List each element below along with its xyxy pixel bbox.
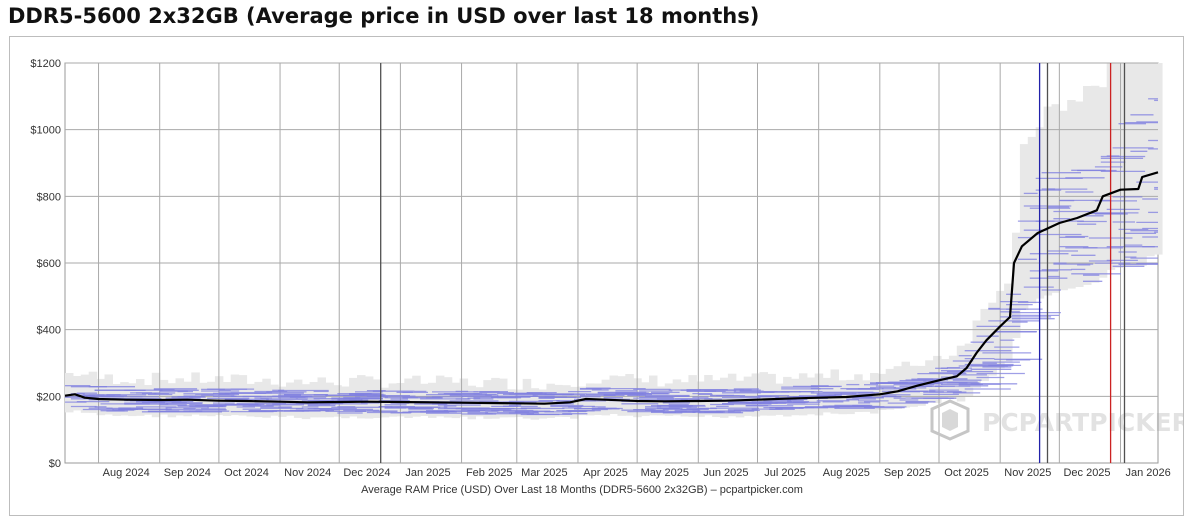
price-range-band: [522, 378, 532, 419]
price-range-band: [1130, 63, 1139, 266]
pcpartpicker-watermark: PCPARTPICKER: [930, 399, 1183, 441]
price-range-band: [641, 382, 650, 416]
price-history-chart: PCPARTPICKER $0 $200 $400 $600 $800 $1000 $120…: [30, 58, 1183, 496]
price-range-band: [1122, 63, 1131, 267]
price-range-band: [1114, 63, 1124, 268]
x-tick-label: Mar 2025: [521, 467, 567, 479]
x-tick-label: Aug 2024: [103, 467, 150, 479]
price-range-band: [830, 369, 839, 414]
x-tick-label: Sep 2024: [164, 467, 211, 479]
price-range-band: [704, 375, 713, 416]
watermark-text: PCPARTPICKER: [982, 408, 1183, 437]
price-range-band: [1004, 283, 1013, 363]
x-tick-label: Nov 2024: [284, 467, 331, 479]
x-tick-label: Nov 2025: [1004, 467, 1051, 479]
x-tick-label: Sep 2025: [884, 467, 931, 479]
price-range-band: [735, 380, 745, 418]
grid-lines: [65, 62, 1158, 463]
y-tick-label: $0: [49, 458, 61, 470]
price-range-band: [964, 343, 974, 397]
price-range-band: [877, 373, 887, 410]
price-range-band: [88, 371, 98, 413]
x-axis-label: Average RAM Price (USD) Over Last 18 Mon…: [361, 484, 803, 496]
price-range-band: [798, 373, 808, 416]
price-range-band: [238, 375, 248, 416]
price-range-band: [65, 373, 74, 413]
price-range-band: [207, 381, 216, 417]
price-range-band: [1146, 63, 1155, 257]
x-tick-label: Apr 2025: [583, 467, 628, 479]
y-tick-label: $800: [37, 191, 61, 203]
retailer-price-lines: [65, 98, 1158, 416]
price-range-band: [388, 383, 398, 417]
price-range-band: [459, 378, 469, 417]
event-markers: [380, 63, 1126, 463]
price-range-band: [1019, 144, 1029, 310]
price-range-band: [1012, 232, 1021, 338]
price-range-band: [570, 386, 579, 419]
price-range-band: [428, 382, 437, 418]
price-range-band: [1051, 104, 1060, 293]
chart-title: DDR5-5600 2x32GB (Average price in USD o…: [8, 4, 760, 28]
chart-frame: PCPARTPICKER $0 $200 $400 $600 $800 $1000 $120…: [9, 36, 1184, 516]
x-tick-label: Dec 2025: [1063, 467, 1110, 479]
x-tick-label: Aug 2025: [823, 467, 870, 479]
y-axis-ticks: $0 $200 $400 $600 $800 $1000 $1200: [30, 58, 61, 470]
price-range-band: [1138, 63, 1147, 266]
x-tick-label: Oct 2025: [944, 467, 989, 479]
x-axis-ticks: Aug 2024 Sep 2024 Oct 2024 Nov 2024 Dec 2024…: [103, 467, 1171, 479]
price-range-band: [1083, 86, 1092, 285]
price-range-band: [1154, 63, 1163, 255]
price-range-band: [988, 302, 997, 376]
price-range-band: [767, 373, 776, 416]
x-tick-label: May 2025: [641, 467, 689, 479]
x-tick-label: Jan 2026: [1125, 467, 1170, 479]
y-tick-label: $1200: [30, 58, 61, 70]
price-range-band: [159, 379, 169, 415]
average-price-line: [64, 171, 1159, 405]
price-range-band: [1090, 85, 1100, 283]
y-tick-label: $600: [37, 258, 61, 270]
price-range-band: [1027, 136, 1037, 304]
price-range-band: [1075, 101, 1084, 287]
x-tick-label: Feb 2025: [466, 467, 512, 479]
x-tick-label: Dec 2024: [343, 467, 390, 479]
price-range-band: [1098, 87, 1108, 278]
price-range-band: [759, 372, 768, 416]
price-range-band: [1067, 100, 1076, 289]
x-tick-label: Oct 2024: [224, 467, 269, 479]
y-tick-label: $400: [37, 325, 61, 337]
x-tick-label: Jan 2025: [405, 467, 450, 479]
y-tick-label: $1000: [30, 125, 61, 137]
price-range-band: [980, 308, 989, 382]
x-tick-label: Jul 2025: [764, 467, 806, 479]
price-range-band: [751, 373, 761, 417]
x-tick-label: Jun 2025: [703, 467, 748, 479]
y-tick-label: $200: [37, 391, 61, 403]
price-range-band: [420, 383, 429, 416]
price-range-band: [672, 379, 682, 416]
